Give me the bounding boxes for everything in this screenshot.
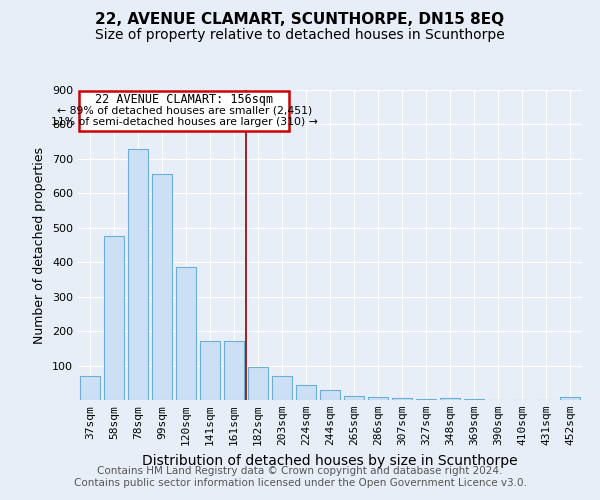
- Text: Size of property relative to detached houses in Scunthorpe: Size of property relative to detached ho…: [95, 28, 505, 42]
- Text: 22 AVENUE CLAMART: 156sqm: 22 AVENUE CLAMART: 156sqm: [95, 93, 273, 106]
- Text: 11% of semi-detached houses are larger (310) →: 11% of semi-detached houses are larger (…: [51, 116, 317, 126]
- Bar: [560, 397, 580, 400]
- X-axis label: Distribution of detached houses by size in Scunthorpe: Distribution of detached houses by size …: [142, 454, 518, 468]
- Bar: [152, 174, 172, 400]
- Bar: [392, 398, 412, 400]
- Text: Contains HM Land Registry data © Crown copyright and database right 2024.
Contai: Contains HM Land Registry data © Crown c…: [74, 466, 526, 487]
- Y-axis label: Number of detached properties: Number of detached properties: [34, 146, 46, 344]
- FancyBboxPatch shape: [79, 90, 289, 132]
- Bar: [368, 397, 388, 400]
- Bar: [104, 236, 124, 400]
- Bar: [248, 366, 268, 400]
- Text: ← 89% of detached houses are smaller (2,451): ← 89% of detached houses are smaller (2,…: [56, 106, 312, 116]
- Bar: [416, 398, 436, 400]
- Bar: [344, 396, 364, 400]
- Bar: [200, 342, 220, 400]
- Bar: [272, 376, 292, 400]
- Bar: [320, 390, 340, 400]
- Bar: [80, 376, 100, 400]
- Bar: [128, 148, 148, 400]
- Bar: [440, 398, 460, 400]
- Bar: [176, 268, 196, 400]
- Bar: [296, 385, 316, 400]
- Text: 22, AVENUE CLAMART, SCUNTHORPE, DN15 8EQ: 22, AVENUE CLAMART, SCUNTHORPE, DN15 8EQ: [95, 12, 505, 28]
- Bar: [224, 342, 244, 400]
